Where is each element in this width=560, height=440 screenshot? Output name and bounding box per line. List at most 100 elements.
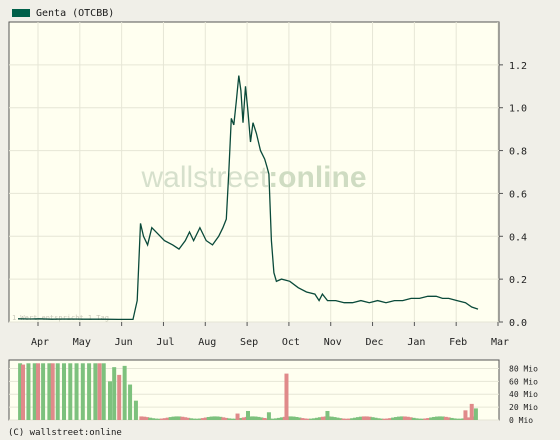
- volume-bar: [373, 417, 378, 420]
- volume-bar: [332, 417, 337, 420]
- x-tick-label: Oct: [282, 337, 300, 348]
- watermark: wallstreet:online: [140, 161, 366, 194]
- volume-bar: [437, 416, 442, 420]
- legend: Genta (OTCBB): [12, 6, 114, 20]
- volume-bar: [355, 417, 360, 420]
- volume-tick-label: 80 Mio: [509, 364, 538, 373]
- volume-bar: [335, 417, 340, 420]
- volume-bars: [18, 363, 478, 420]
- volume-bar: [279, 417, 284, 420]
- y-tick-label: 0.4: [509, 232, 527, 243]
- volume-bar: [142, 416, 147, 420]
- y-tick-label: 0.8: [509, 147, 527, 158]
- volume-bar: [329, 416, 334, 420]
- volume-bar: [93, 363, 98, 420]
- volume-spike: [469, 403, 474, 420]
- volume-bar: [358, 416, 363, 420]
- volume-spike: [246, 410, 250, 420]
- x-tick-label: Jul: [156, 337, 174, 348]
- note-text: 1 Wert entspricht 1 Tag: [12, 314, 109, 322]
- watermark-part2: :online: [268, 161, 366, 194]
- volume-bar: [338, 418, 343, 420]
- volume-bar: [145, 417, 150, 420]
- volume-bar: [162, 418, 167, 420]
- volume-tick-label: 40 Mio: [509, 390, 538, 399]
- volume-bar: [218, 416, 223, 420]
- volume-bar: [128, 384, 133, 420]
- volume-bar: [101, 363, 106, 420]
- x-tick-label: Apr: [31, 337, 49, 348]
- volume-bar: [458, 418, 463, 420]
- volume-bar: [361, 416, 366, 420]
- volume-bar: [122, 365, 127, 420]
- volume-bar: [212, 416, 217, 420]
- x-tick-label: Aug: [198, 337, 216, 348]
- x-tick-label: Feb: [449, 337, 467, 348]
- volume-bar: [233, 418, 238, 420]
- volume-bar: [26, 363, 31, 420]
- volume-bar: [294, 416, 299, 420]
- volume-spike: [235, 413, 240, 420]
- x-tick-label: Jun: [115, 337, 133, 348]
- volume-spike: [325, 410, 330, 420]
- volume-bar: [312, 418, 317, 420]
- volume-bar: [215, 416, 220, 420]
- x-tick-label: Sep: [240, 337, 258, 348]
- volume-bar: [36, 363, 41, 420]
- volume-bar: [21, 364, 26, 420]
- y-tick-label: 0.2: [509, 275, 527, 286]
- volume-bar: [315, 417, 319, 420]
- volume-bar: [388, 418, 393, 420]
- volume-bar: [180, 416, 185, 420]
- volume-bar: [41, 363, 46, 420]
- watermark-part1: wallstreet: [140, 161, 268, 194]
- volume-y-axis: 80 Mio 60 Mio 40 Mio 20 Mio 0 Mio: [509, 364, 538, 425]
- volume-bar: [148, 417, 153, 420]
- price-line-group: [17, 75, 479, 321]
- y-tick-label: 0.0: [509, 318, 527, 329]
- volume-bar: [174, 416, 179, 420]
- volume-bar: [435, 416, 440, 420]
- volume-bar: [344, 418, 349, 420]
- price-grid: [9, 22, 499, 323]
- volume-bar: [139, 416, 144, 420]
- volume-bar: [385, 418, 390, 420]
- volume-bar: [274, 418, 279, 420]
- volume-bar: [402, 416, 407, 420]
- copyright: (C) wallstreet:online: [8, 428, 122, 438]
- volume-bar: [376, 418, 381, 420]
- volume-bar: [165, 417, 170, 420]
- volume-spike: [266, 412, 271, 420]
- volume-bar: [461, 418, 466, 420]
- volume-bar: [446, 417, 451, 420]
- volume-bar: [159, 418, 164, 420]
- volume-bar: [309, 418, 314, 420]
- volume-bar: [189, 418, 194, 420]
- volume-bar: [154, 418, 158, 420]
- volume-bar: [238, 417, 243, 420]
- y-axis: 0.0 0.2 0.4 0.6 0.8 1.0 1.2: [499, 61, 527, 329]
- volume-bar: [414, 418, 419, 420]
- volume-bar: [194, 418, 199, 420]
- volume-bar: [156, 418, 161, 420]
- volume-bar: [206, 416, 211, 420]
- volume-bar: [227, 418, 232, 420]
- volume-bar: [317, 417, 322, 420]
- volume-bar: [391, 417, 396, 420]
- volume-bar: [420, 418, 425, 420]
- volume-bar: [408, 417, 413, 420]
- y-tick-label: 1.2: [509, 61, 527, 72]
- volume-tick-label: 60 Mio: [509, 377, 538, 386]
- volume-tick-label: 0 Mio: [509, 416, 533, 425]
- legend-swatch: [12, 9, 30, 17]
- volume-bar: [183, 417, 188, 420]
- volume-bar: [399, 416, 404, 420]
- volume-bar: [411, 417, 416, 420]
- volume-bar: [171, 416, 176, 420]
- volume-tick-label: 20 Mio: [509, 403, 538, 412]
- volume-bar: [256, 416, 261, 420]
- volume-bar: [80, 363, 85, 420]
- volume-bar: [74, 363, 79, 420]
- price-line: [17, 75, 479, 321]
